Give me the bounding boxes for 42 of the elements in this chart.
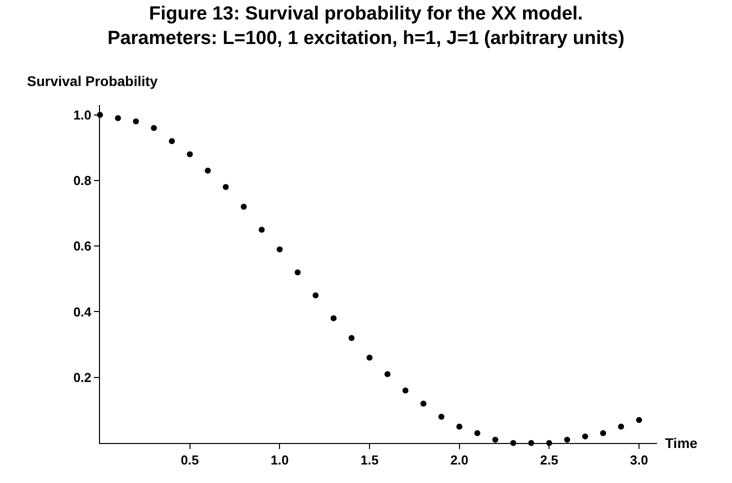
point — [312, 292, 319, 298]
y-tick-label: 0.6 — [73, 238, 92, 254]
point — [402, 388, 408, 394]
point — [492, 436, 498, 443]
point — [204, 168, 211, 174]
point — [258, 226, 265, 233]
point — [150, 124, 157, 131]
point — [564, 436, 570, 443]
x-tick-label: 1.0 — [270, 452, 289, 468]
point — [330, 315, 337, 322]
x-tick-label: 2.5 — [540, 452, 558, 468]
y-tick-label: 0.2 — [73, 370, 92, 385]
point — [114, 115, 121, 122]
x-tick-label: 1.5 — [360, 452, 379, 468]
point — [438, 414, 444, 420]
point — [618, 424, 624, 430]
y-tick-label: 1.0 — [73, 107, 92, 122]
x-tick-label: 3.0 — [630, 452, 648, 468]
point — [348, 334, 355, 341]
x-tick-label: 0.5 — [180, 452, 199, 468]
x-axis-title: Time — [665, 435, 698, 451]
x-tick-label: 2.0 — [450, 452, 468, 468]
point — [294, 269, 301, 276]
chart-title: Figure 13: Survival probability for the XX model. — [149, 3, 583, 24]
point — [384, 371, 390, 378]
y-tick-label: 0.4 — [73, 304, 92, 320]
point — [474, 430, 480, 436]
point — [222, 184, 229, 190]
point — [582, 433, 588, 440]
y-tick-label: 0.8 — [73, 173, 92, 188]
point — [600, 430, 606, 436]
point — [420, 400, 426, 407]
point — [276, 246, 283, 252]
point — [636, 417, 642, 424]
point — [132, 118, 139, 124]
point — [240, 204, 247, 210]
point — [186, 151, 193, 158]
chart-subtitle: Parameters: L=100, 1 excitation, h=1, J=1 (arbitrary units) — [108, 28, 624, 50]
point — [366, 354, 373, 361]
point — [456, 424, 462, 430]
point — [168, 138, 175, 144]
y-axis-title: Survival Probability — [27, 73, 158, 89]
